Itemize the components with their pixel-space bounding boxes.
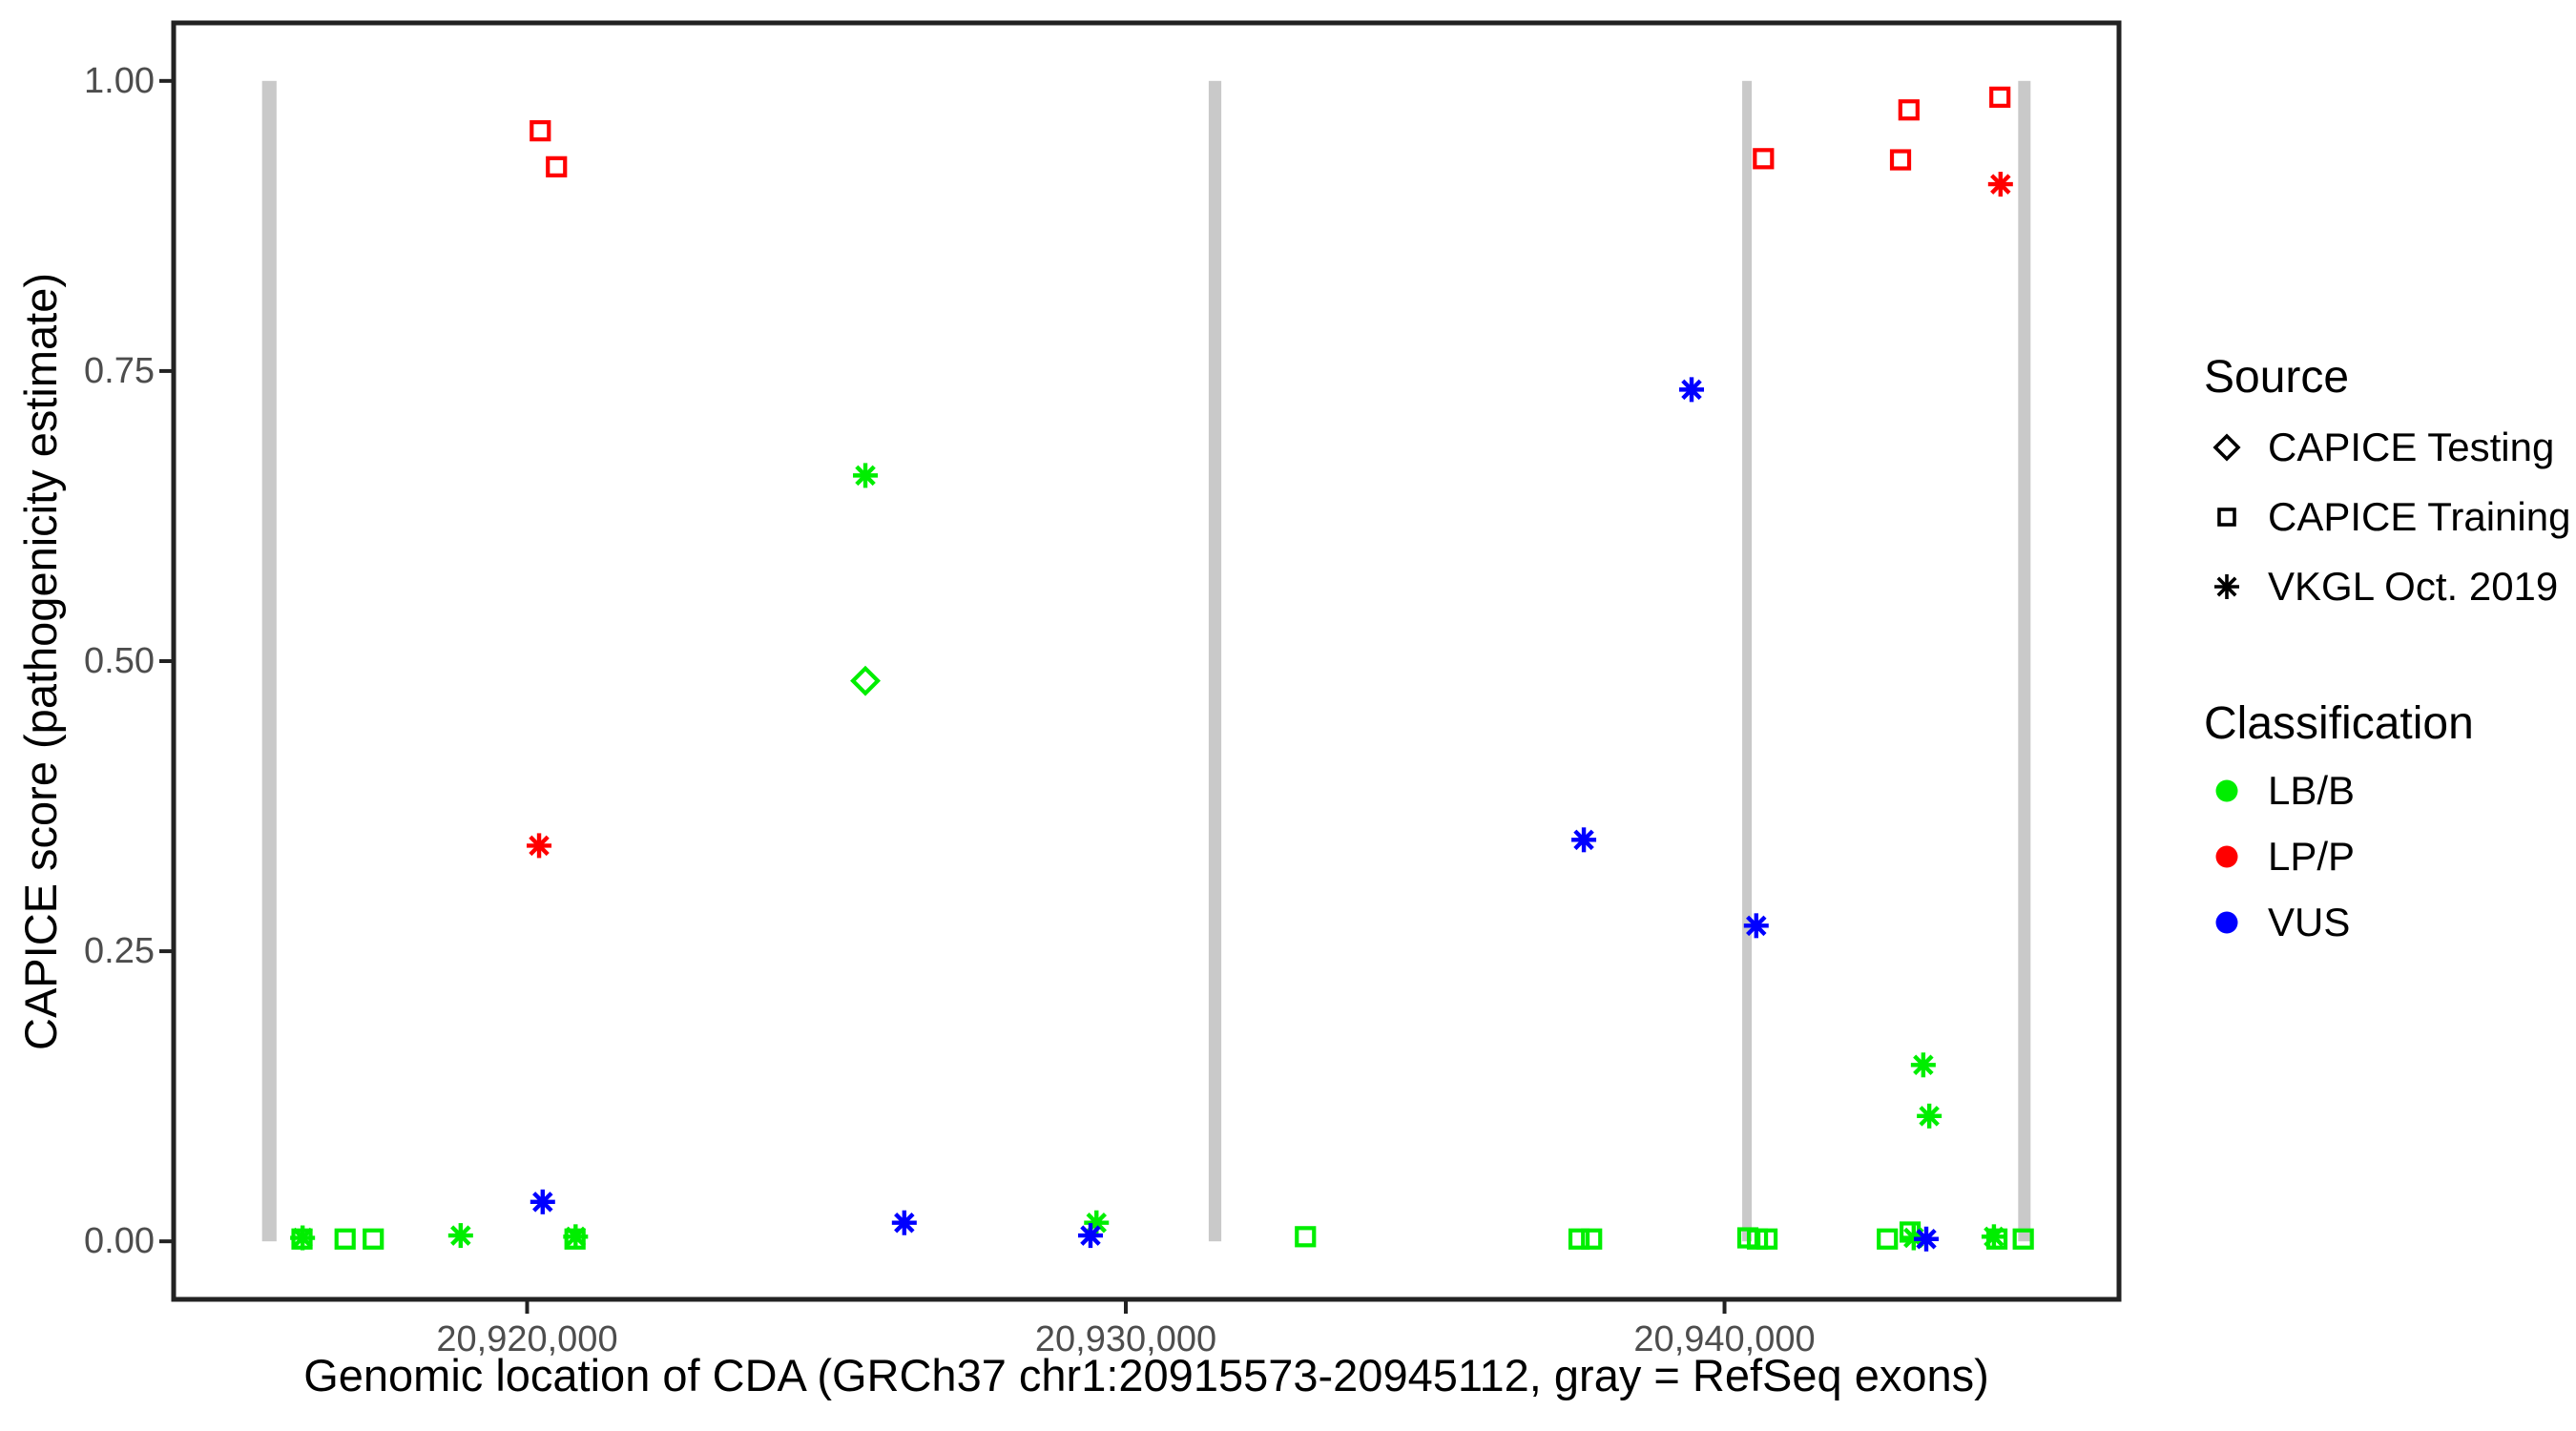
legend-item-label: LB/B <box>2268 767 2356 813</box>
legend-classification-title: Classification <box>2204 698 2474 749</box>
y-tick-label: 0.00 <box>84 1221 155 1262</box>
legend-source-title: Source <box>2204 352 2350 403</box>
data-point-asterisk <box>1981 1224 2006 1250</box>
data-point-asterisk <box>447 1223 473 1249</box>
legend-item-capice-training: CAPICE Training <box>2185 482 2571 551</box>
data-point-square <box>530 120 551 142</box>
y-tick-label: 1.00 <box>84 60 155 101</box>
data-point-square <box>1568 1228 1590 1250</box>
square-icon <box>2217 507 2236 527</box>
data-point-square <box>1898 99 1920 121</box>
data-point-diamond <box>850 665 882 696</box>
x-axis-title: Genomic location of CDA (GRCh37 chr1:209… <box>303 1350 1989 1400</box>
data-point-asterisk <box>290 1225 316 1251</box>
asterisk-icon <box>2214 573 2239 599</box>
data-point-square <box>1581 1228 1603 1250</box>
data-point-asterisk <box>1987 172 2013 197</box>
refseq-exon-bar <box>2018 80 2031 1242</box>
refseq-exon-bar <box>261 80 277 1242</box>
data-point-square <box>1985 1228 2008 1250</box>
y-tick-label: 0.50 <box>84 641 155 681</box>
data-point-asterisk <box>1679 377 1705 403</box>
y-tick-label: 0.25 <box>84 931 155 972</box>
panel-border <box>171 20 2122 1302</box>
data-point-square <box>1989 86 2011 108</box>
red-dot-icon <box>2215 845 2238 867</box>
blue-dot-icon <box>2215 911 2238 933</box>
data-point-asterisk <box>1077 1223 1103 1249</box>
legend-item-lbb: LB/B <box>2185 757 2571 823</box>
legend-item-lpp: LP/P <box>2185 823 2571 889</box>
x-tick-label: 20,940,000 <box>1633 1319 1816 1359</box>
legend-item-capice-testing: CAPICE Testing <box>2185 412 2571 482</box>
data-point-asterisk <box>1571 827 1597 853</box>
data-point-asterisk <box>853 463 879 488</box>
data-point-asterisk <box>1914 1226 1940 1252</box>
data-point-asterisk <box>527 833 552 859</box>
diamond-icon <box>2212 432 2241 462</box>
legend-item-vus: VUS <box>2185 889 2571 955</box>
data-point-square <box>1877 1228 1899 1250</box>
data-point-asterisk <box>1917 1103 1942 1129</box>
refseq-exon-bar <box>1208 80 1222 1242</box>
legend-item-label: VUS <box>2268 899 2351 944</box>
data-point-asterisk <box>891 1210 917 1235</box>
data-point-square <box>363 1228 384 1250</box>
legend-item-label: LP/P <box>2268 833 2356 879</box>
data-point-square <box>1753 148 1775 170</box>
data-point-square <box>334 1228 356 1250</box>
legend-item-label: CAPICE Testing <box>2268 424 2555 469</box>
legend-item-label: CAPICE Training <box>2268 493 2571 539</box>
legend-item-vkgl: VKGL Oct. 2019 <box>2185 551 2571 621</box>
legend-classification-items: LB/B LP/P VUS <box>2185 757 2571 955</box>
legend: Source CAPICE Testing CAPICE Training VK… <box>2185 0 2571 1431</box>
data-point-asterisk <box>530 1189 555 1214</box>
data-point-square <box>1889 149 1912 171</box>
data-point-square <box>2012 1228 2034 1250</box>
data-point-square <box>1755 1228 1778 1250</box>
refseq-exon-bar <box>1742 80 1753 1242</box>
data-point-asterisk <box>1910 1052 1936 1078</box>
x-tick-label: 20,930,000 <box>1034 1319 1217 1359</box>
data-point-square <box>1295 1226 1317 1248</box>
legend-item-label: VKGL Oct. 2019 <box>2268 563 2559 609</box>
green-dot-icon <box>2215 779 2238 801</box>
data-point-square <box>546 156 568 177</box>
data-point-asterisk <box>1743 913 1769 939</box>
legend-source-items: CAPICE Testing CAPICE Training VKGL Oct.… <box>2185 412 2571 621</box>
x-tick-label: 20,920,000 <box>436 1319 618 1359</box>
data-point-asterisk <box>563 1224 589 1250</box>
y-tick-label: 0.75 <box>84 350 155 391</box>
